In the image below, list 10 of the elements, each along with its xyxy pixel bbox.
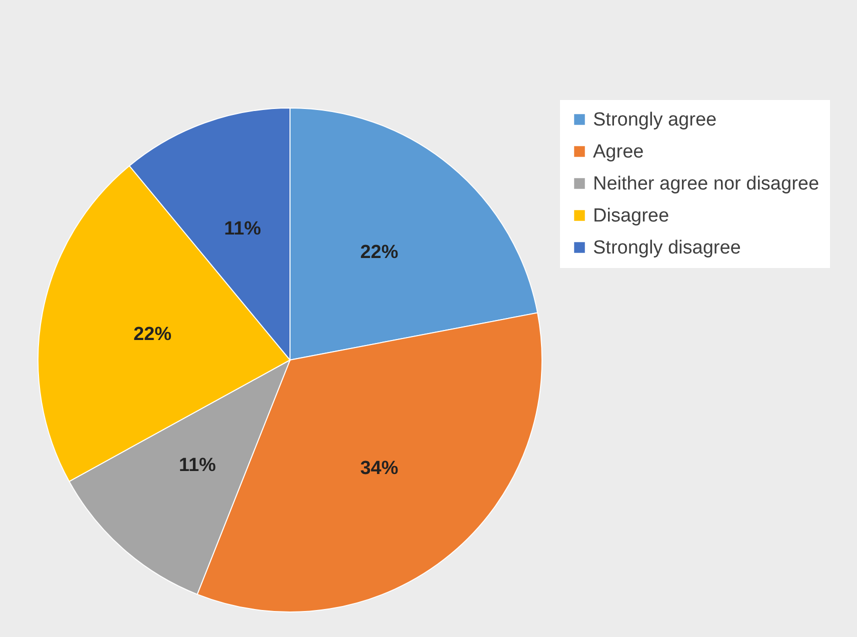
legend-label: Agree xyxy=(593,142,644,162)
data-label: 11% xyxy=(178,455,216,476)
data-label: 22% xyxy=(133,324,172,345)
data-label: 11% xyxy=(224,218,262,240)
legend-label: Strongly disagree xyxy=(593,238,741,258)
data-label: 22% xyxy=(360,242,398,264)
legend-label: Strongly agree xyxy=(593,110,717,130)
legend-label: Disagree xyxy=(593,206,670,226)
data-label: 34% xyxy=(360,458,398,479)
legend-label: Neither agree nor disagree xyxy=(593,174,820,194)
